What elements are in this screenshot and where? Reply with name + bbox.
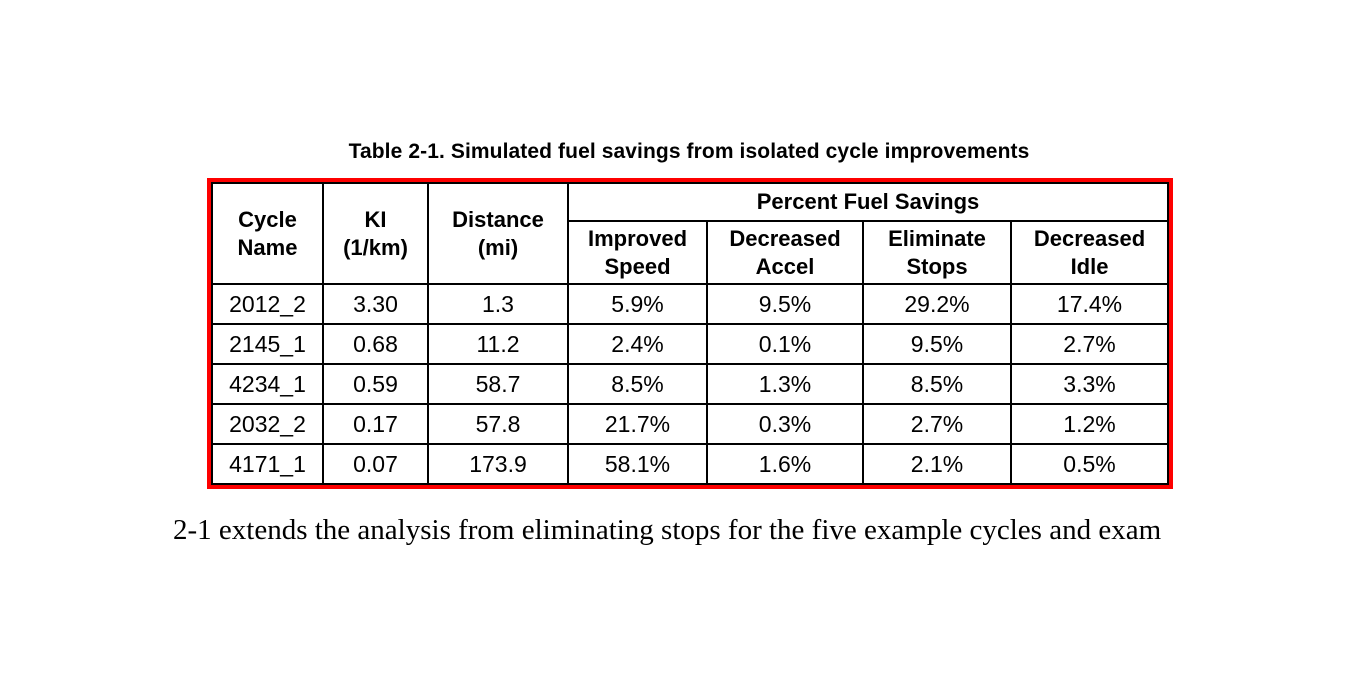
table-row: 2145_1 0.68 11.2 2.4% 0.1% 9.5% 2.7% — [211, 323, 1170, 365]
improved-speed-cell: 5.9% — [567, 283, 708, 325]
distance-cell: 11.2 — [427, 323, 569, 365]
fuel-savings-table: Cycle Name KI (1/km) Distance (mi) Perce… — [211, 182, 1170, 485]
table-row: 2032_2 0.17 57.8 21.7% 0.3% 2.7% 1.2% — [211, 403, 1170, 445]
decreased-idle-cell: 2.7% — [1009, 323, 1170, 365]
decreased-accel-cell: 1.6% — [706, 443, 864, 485]
eliminate-stops-cell: 8.5% — [862, 363, 1012, 405]
header-row-sub: Improved Speed Decreased Accel Eliminate… — [212, 220, 1170, 285]
col-header-eliminate-stops: Eliminate Stops — [862, 220, 1012, 285]
table-row: 4234_1 0.59 58.7 8.5% 1.3% 8.5% 3.3% — [211, 363, 1170, 405]
eliminate-stops-cell: 29.2% — [862, 283, 1012, 325]
table-red-border: Cycle Name KI (1/km) Distance (mi) Perce… — [207, 178, 1174, 489]
eliminate-stops-cell: 2.1% — [862, 443, 1012, 485]
table-row: 2012_2 3.30 1.3 5.9% 9.5% 29.2% 17.4% — [211, 283, 1170, 325]
decreased-accel-cell: 0.3% — [706, 403, 864, 445]
col-header-ki: KI (1/km) — [322, 182, 429, 285]
col-group-header-percent-fuel-savings: Percent Fuel Savings — [566, 182, 1170, 222]
cycle-name-cell: 2032_2 — [211, 403, 324, 445]
decreased-idle-cell: 1.2% — [1009, 403, 1170, 445]
decreased-accel-cell: 9.5% — [706, 283, 864, 325]
col-header-decreased-idle: Decreased Idle — [1009, 220, 1170, 285]
ki-cell: 0.68 — [322, 323, 429, 365]
body-paragraph: 2-1 extends the analysis from eliminatin… — [173, 514, 1162, 546]
decreased-idle-cell: 3.3% — [1009, 363, 1170, 405]
col-header-cycle-name: Cycle Name — [211, 182, 324, 285]
table-header: Cycle Name KI (1/km) Distance (mi) Perce… — [211, 182, 1170, 285]
improved-speed-cell: 58.1% — [567, 443, 708, 485]
eliminate-stops-cell: 2.7% — [862, 403, 1012, 445]
improved-speed-cell: 21.7% — [567, 403, 708, 445]
decreased-idle-cell: 0.5% — [1009, 443, 1170, 485]
eliminate-stops-cell: 9.5% — [862, 323, 1012, 365]
decreased-idle-cell: 17.4% — [1009, 283, 1170, 325]
distance-cell: 173.9 — [427, 443, 569, 485]
ki-cell: 0.17 — [322, 403, 429, 445]
cycle-name-cell: 4234_1 — [211, 363, 324, 405]
decreased-accel-cell: 1.3% — [706, 363, 864, 405]
cycle-name-cell: 2012_2 — [211, 283, 324, 325]
ki-cell: 3.30 — [322, 283, 429, 325]
header-row-top: Cycle Name KI (1/km) Distance (mi) Perce… — [211, 182, 1170, 285]
distance-cell: 57.8 — [427, 403, 569, 445]
col-header-improved-speed: Improved Speed — [567, 220, 708, 285]
improved-speed-cell: 2.4% — [567, 323, 708, 365]
ki-cell: 0.59 — [322, 363, 429, 405]
col-header-decreased-accel: Decreased Accel — [706, 220, 864, 285]
table-row: 4171_1 0.07 173.9 58.1% 1.6% 2.1% 0.5% — [211, 443, 1170, 485]
ki-cell: 0.07 — [322, 443, 429, 485]
distance-cell: 58.7 — [427, 363, 569, 405]
distance-cell: 1.3 — [427, 283, 569, 325]
cycle-name-cell: 4171_1 — [211, 443, 324, 485]
cycle-name-cell: 2145_1 — [211, 323, 324, 365]
table-body: 2012_2 3.30 1.3 5.9% 9.5% 29.2% 17.4% 2145_1 0.6… — [211, 283, 1170, 485]
improved-speed-cell: 8.5% — [567, 363, 708, 405]
table-caption: Table 2-1. Simulated fuel savings from i… — [348, 140, 1030, 163]
col-header-distance: Distance (mi) — [427, 182, 569, 285]
decreased-accel-cell: 0.1% — [706, 323, 864, 365]
